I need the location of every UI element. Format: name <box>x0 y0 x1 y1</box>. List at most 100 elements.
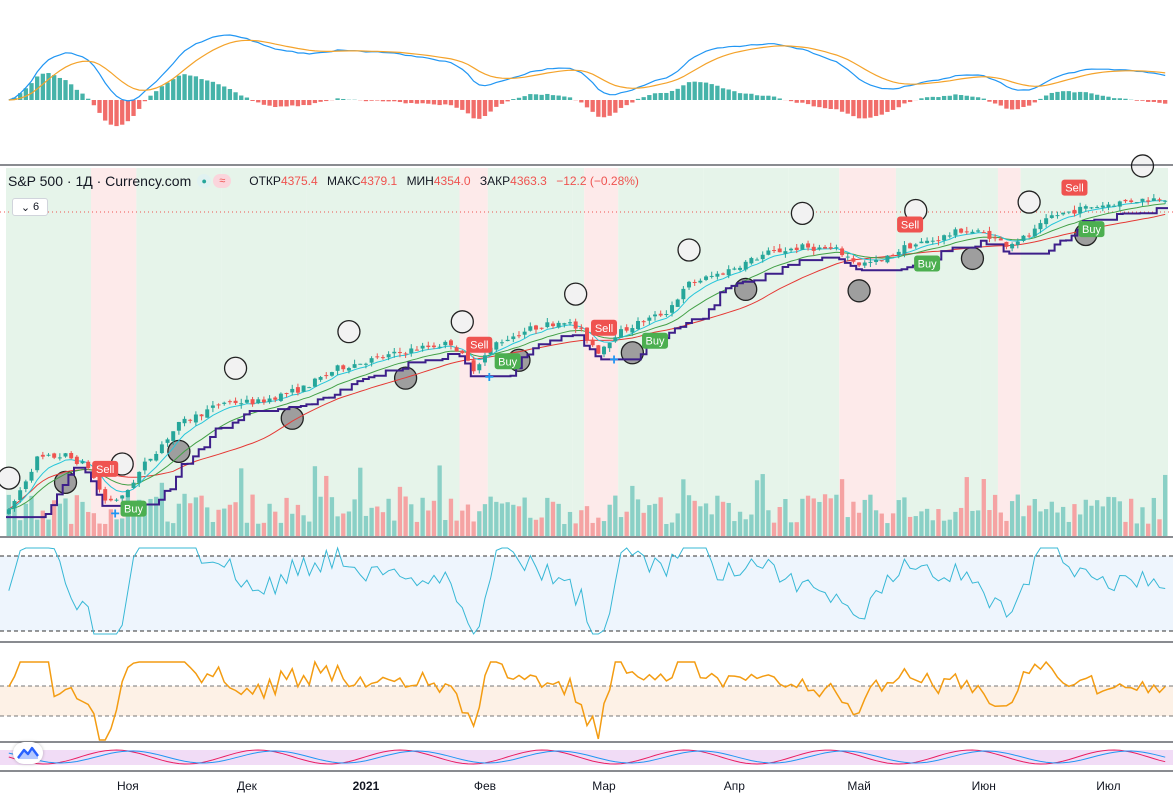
macd-histogram-bar <box>981 98 986 100</box>
volume-bar <box>692 500 697 536</box>
candle-body <box>267 398 272 403</box>
macd-histogram-bar <box>1043 95 1049 100</box>
macd-histogram-bar <box>800 100 805 103</box>
trend-zone <box>6 168 92 536</box>
candle-body <box>562 323 567 325</box>
macd-histogram-bar <box>369 100 374 101</box>
signal-label: Buy <box>124 504 143 516</box>
symbol-title[interactable]: S&P 500 · 1Д · Currency.com <box>8 173 192 189</box>
sell-signal: Sell <box>897 216 924 233</box>
volume-bar <box>426 510 431 536</box>
volume-bar <box>1151 497 1156 536</box>
macd-histogram-bar <box>692 81 697 100</box>
macd-histogram-bar <box>295 100 301 107</box>
volume-bar <box>630 485 635 536</box>
candle-body <box>437 346 442 348</box>
close-label: ЗАКР <box>479 174 511 188</box>
candle-body <box>227 401 232 403</box>
macd-histogram-bar <box>91 100 97 106</box>
macd-histogram-bar <box>74 89 80 100</box>
candle-body <box>142 461 147 471</box>
macd-histogram-bar <box>267 100 272 106</box>
volume-bar <box>828 498 833 536</box>
macd-histogram-bar <box>941 95 947 100</box>
candle-body <box>1112 205 1117 207</box>
volume-bar <box>794 522 799 536</box>
volume-bar <box>1026 505 1032 536</box>
collapse-indicators-button[interactable]: ⌄ 6 <box>12 198 48 216</box>
volume-bar <box>460 510 465 536</box>
macd-histogram-bar <box>108 100 114 125</box>
volume-bar <box>182 493 187 536</box>
signal-badge <box>642 332 669 349</box>
candle-body <box>845 256 850 258</box>
volume-bar <box>641 512 646 536</box>
candle-body <box>46 454 51 456</box>
macd-histogram-bar <box>1094 94 1100 100</box>
volume-bar <box>658 497 663 536</box>
macd-histogram-bar <box>601 100 607 118</box>
signal-badge <box>1078 221 1105 238</box>
macd-histogram-bar <box>171 79 176 100</box>
candle-body <box>806 243 811 248</box>
buy-signal: Buy <box>494 353 521 370</box>
pane-separators[interactable] <box>0 164 1173 772</box>
candle-body <box>1044 218 1049 225</box>
volume-bar <box>465 504 471 536</box>
volume-bar <box>1049 501 1054 536</box>
signal-badge <box>92 460 119 477</box>
macd-histogram-bar <box>539 94 544 100</box>
macd-histogram-bar <box>567 97 573 100</box>
low-label: МИН <box>406 174 434 188</box>
osc-line <box>8 659 1166 741</box>
macd-histogram-bar <box>788 100 794 102</box>
candle-body <box>715 273 720 277</box>
candle-body <box>743 261 748 270</box>
macd-histogram-bar <box>431 100 437 105</box>
volume-bar <box>256 523 261 536</box>
macd-histogram-bar <box>239 95 244 100</box>
volume-bar <box>216 509 221 536</box>
candle-body <box>851 258 856 262</box>
volume-bar <box>471 521 476 536</box>
candle-body <box>12 501 17 509</box>
macd-histogram-bar <box>312 100 318 104</box>
macd-histogram-bar <box>1026 100 1032 106</box>
resistance-circle <box>1017 190 1041 214</box>
volume-bar <box>159 482 165 536</box>
volume-bar <box>437 465 442 536</box>
volume-bar <box>760 474 765 536</box>
signal-badge <box>591 319 618 336</box>
resistance-circle <box>223 356 248 380</box>
macd-histogram-bar <box>284 100 289 107</box>
time-axis-label: 2021 <box>353 779 380 793</box>
market-status-icon[interactable]: ● <box>197 174 212 188</box>
volume-bar <box>346 511 352 536</box>
macd-histogram-bar <box>851 100 856 117</box>
time-axis-label: Фев <box>474 779 496 793</box>
oscillator-pane <box>0 659 1173 741</box>
step-channel <box>6 207 1168 519</box>
volume-bar <box>709 514 714 536</box>
candle-body <box>329 372 334 376</box>
candle-body <box>516 335 521 337</box>
time-axis-label: Июл <box>1096 779 1120 793</box>
volume-bar <box>295 504 301 536</box>
candle-body <box>199 414 204 417</box>
tradingview-logo-icon[interactable] <box>13 742 43 764</box>
macd-histogram-bar <box>822 100 828 109</box>
volume-bar <box>783 498 788 536</box>
macd-histogram-bar <box>618 100 624 108</box>
candle-body <box>1010 243 1015 249</box>
candle-body <box>681 288 686 300</box>
candle-body <box>57 457 62 459</box>
resistance-circle <box>337 319 361 344</box>
macd-histogram-bar <box>488 100 493 112</box>
candle-body <box>86 461 91 469</box>
candle-body <box>352 364 357 368</box>
macd-histogram-bar <box>675 88 680 100</box>
data-status-icon[interactable]: ≈ <box>213 174 232 188</box>
volume-bar <box>862 499 867 536</box>
candle-body <box>103 489 108 501</box>
